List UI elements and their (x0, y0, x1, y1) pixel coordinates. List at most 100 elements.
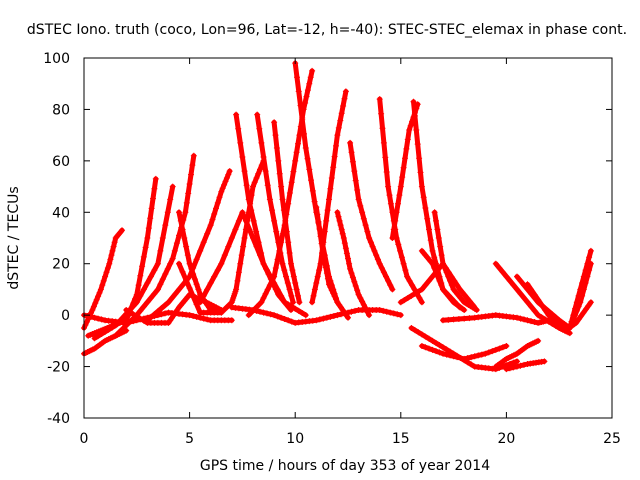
plus-marker (568, 320, 575, 327)
plus-marker (535, 296, 542, 303)
y-tick-label: 60 (52, 154, 70, 170)
plus-marker (404, 295, 411, 301)
plus-marker (357, 295, 364, 301)
plus-marker (402, 267, 409, 274)
plus-marker (137, 272, 144, 279)
plus-marker (321, 228, 328, 235)
plus-marker (334, 209, 341, 216)
plus-marker (380, 307, 387, 314)
plus-marker (387, 200, 394, 207)
plus-marker (395, 241, 402, 248)
data-series (503, 358, 548, 373)
plus-marker (172, 290, 179, 297)
plus-marker (288, 318, 295, 325)
plus-marker (579, 292, 586, 299)
plus-marker (394, 311, 401, 318)
plus-marker (396, 192, 403, 199)
plus-marker (382, 154, 389, 161)
plus-marker (271, 273, 278, 280)
plus-marker (107, 256, 114, 263)
plus-marker (108, 252, 115, 259)
plus-marker (366, 312, 373, 319)
plus-marker (311, 286, 318, 293)
plus-marker (416, 155, 423, 162)
plus-marker (147, 295, 154, 301)
plus-marker (104, 265, 111, 271)
plus-marker (297, 102, 304, 109)
plus-marker (443, 346, 450, 353)
plus-marker (96, 289, 103, 296)
plus-marker (429, 337, 436, 344)
plus-marker (418, 331, 425, 338)
plus-marker (176, 209, 182, 216)
plus-marker (279, 260, 286, 267)
plus-marker (144, 235, 151, 241)
plus-marker (443, 351, 450, 358)
plus-marker (586, 254, 593, 261)
plus-marker (193, 281, 200, 288)
plus-marker (140, 286, 147, 293)
plus-marker (162, 222, 169, 229)
plus-marker (177, 217, 184, 224)
plus-marker (376, 96, 383, 103)
plus-marker (582, 280, 589, 286)
plus-marker (225, 243, 232, 250)
plus-marker (316, 267, 323, 274)
plus-marker (281, 316, 288, 322)
plus-marker (317, 233, 324, 240)
plus-marker (514, 363, 520, 370)
plus-marker (204, 230, 211, 237)
plus-marker (225, 171, 232, 178)
y-tick-label: 20 (52, 257, 70, 273)
plus-marker (190, 313, 197, 319)
plus-marker (309, 187, 316, 194)
plus-marker (517, 315, 524, 322)
plus-marker (323, 217, 330, 224)
plus-marker (390, 226, 397, 233)
plus-marker (566, 325, 573, 331)
plus-marker (157, 281, 164, 288)
plus-marker (499, 363, 506, 370)
plus-marker (250, 307, 256, 313)
plus-marker (429, 247, 436, 254)
plus-marker (468, 354, 475, 361)
plus-marker (207, 280, 214, 286)
plus-marker (116, 329, 123, 336)
plus-marker (510, 364, 517, 371)
plus-marker (284, 280, 291, 286)
plus-marker (256, 125, 263, 132)
plus-marker (385, 183, 392, 190)
x-tick-label: 20 (497, 431, 515, 447)
plus-marker (278, 314, 285, 321)
plus-marker (295, 307, 302, 314)
plus-marker (97, 286, 104, 293)
plus-marker (130, 311, 137, 318)
plus-marker (314, 211, 321, 218)
plus-marker (228, 235, 235, 241)
plus-marker (92, 300, 99, 307)
plus-marker (392, 217, 399, 224)
plus-marker (301, 130, 307, 137)
plus-marker (406, 127, 413, 133)
plus-marker (346, 260, 353, 267)
plus-marker (135, 282, 142, 289)
plus-marker (347, 265, 354, 272)
plus-marker (323, 270, 330, 277)
plus-marker (366, 235, 373, 241)
plus-marker (119, 227, 125, 234)
plus-marker (503, 273, 510, 280)
plus-marker (250, 183, 256, 190)
plus-marker (167, 196, 174, 203)
plus-marker (438, 252, 445, 259)
plus-marker (103, 269, 110, 276)
plus-marker (440, 260, 446, 267)
plus-marker (292, 157, 299, 164)
plus-marker (186, 260, 193, 267)
plus-marker (343, 250, 350, 257)
plus-marker (186, 312, 193, 319)
data-series (347, 139, 396, 293)
plus-marker (411, 290, 418, 297)
plus-marker (447, 352, 454, 359)
data-series (254, 111, 297, 306)
plus-marker (293, 286, 300, 293)
